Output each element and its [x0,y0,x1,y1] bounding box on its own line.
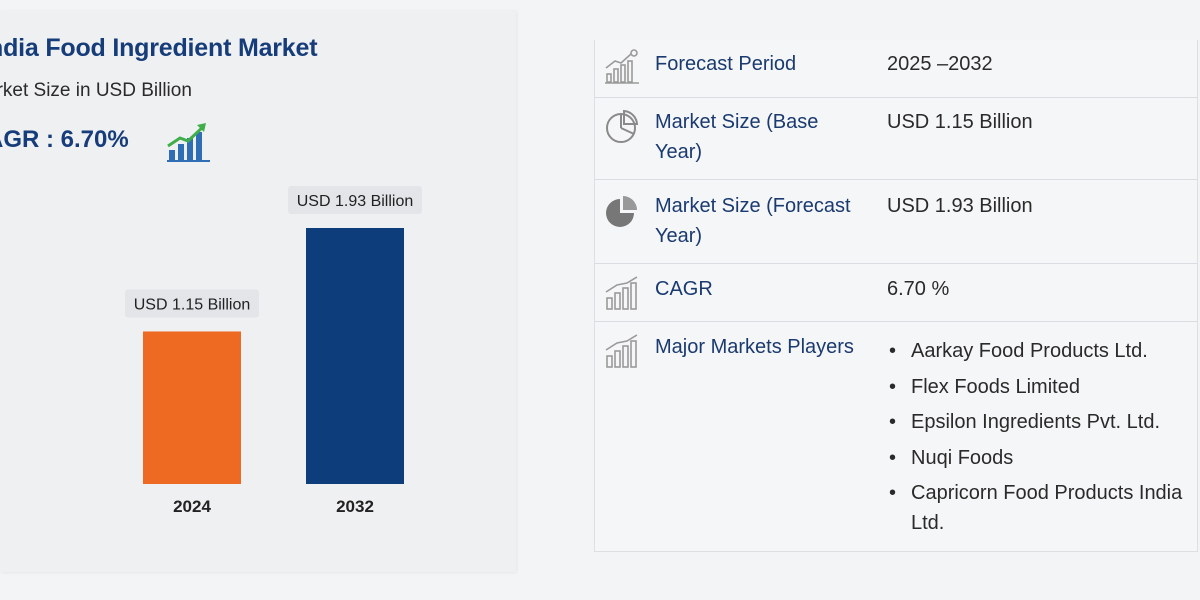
bar-2032 [306,228,404,484]
data-label-background [125,289,259,318]
list-item: Epsilon Ingredients Pvt. Ltd. [887,407,1187,437]
bar-chart-growth-icon [605,49,639,84]
chart-title: ndia Food Ingredient Market [0,34,318,62]
table-row: Forecast Period 2025 –2032 [595,40,1197,98]
chart-subtitle: arket Size in USD Billion [0,80,192,101]
list-item: Nuqi Foods [887,443,1187,473]
pie-chart-filled-icon [606,196,637,227]
market-info-table: Forecast Period 2025 –2032 Market Size (… [594,40,1198,552]
list-item: Capricorn Food Products India Ltd. [887,478,1187,538]
table-row: CAGR 6.70 % [595,264,1197,322]
bar-2024 [143,331,241,484]
table-row: Market Size (Forecast Year) USD 1.93 Bil… [595,180,1197,264]
pie-chart-outline-icon [606,109,639,143]
forecast-period-label: Forecast Period [655,53,797,75]
players-list: Aarkay Food Products Ltd. Flex Foods Lim… [887,336,1187,544]
table-row: Major Markets Players Aarkay Food Produc… [595,322,1197,552]
cagr-bars-icon [605,276,638,310]
base-year-size-value: USD 1.15 Billion [887,111,1033,133]
cagr-label: CAGR [655,278,713,300]
chart-panel: ndia Food Ingredient Market arket Size i… [0,10,516,572]
x-tick-label: 2032 [336,497,374,516]
forecast-year-size-value: USD 1.93 Billion [887,195,1033,217]
base-year-size-label: Market Size (Base Year) [655,111,819,163]
list-item: Flex Foods Limited [887,372,1187,402]
cagr-headline: AGR : 6.70% [0,126,129,153]
data-label: USD 1.93 Billion [297,193,414,210]
growth-chart-icon [167,123,210,162]
players-bars-icon [605,334,638,368]
data-label: USD 1.15 Billion [134,296,251,313]
major-players-label: Major Markets Players [655,336,854,358]
forecast-year-size-label: Market Size (Forecast Year) [655,195,851,247]
x-tick-label: 2024 [173,497,211,516]
list-item: Aarkay Food Products Ltd. [887,336,1187,366]
cagr-value: 6.70 % [887,278,950,300]
forecast-period-value: 2025 –2032 [887,53,993,75]
table-row: Market Size (Base Year) USD 1.15 Billion [595,98,1197,180]
bar-chart: USD 1.15 Billion 2024 USD 1.93 Billion 2032 [125,186,422,516]
data-label-background [288,186,422,214]
